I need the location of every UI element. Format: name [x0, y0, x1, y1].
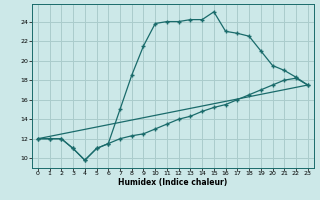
X-axis label: Humidex (Indice chaleur): Humidex (Indice chaleur)	[118, 178, 228, 187]
